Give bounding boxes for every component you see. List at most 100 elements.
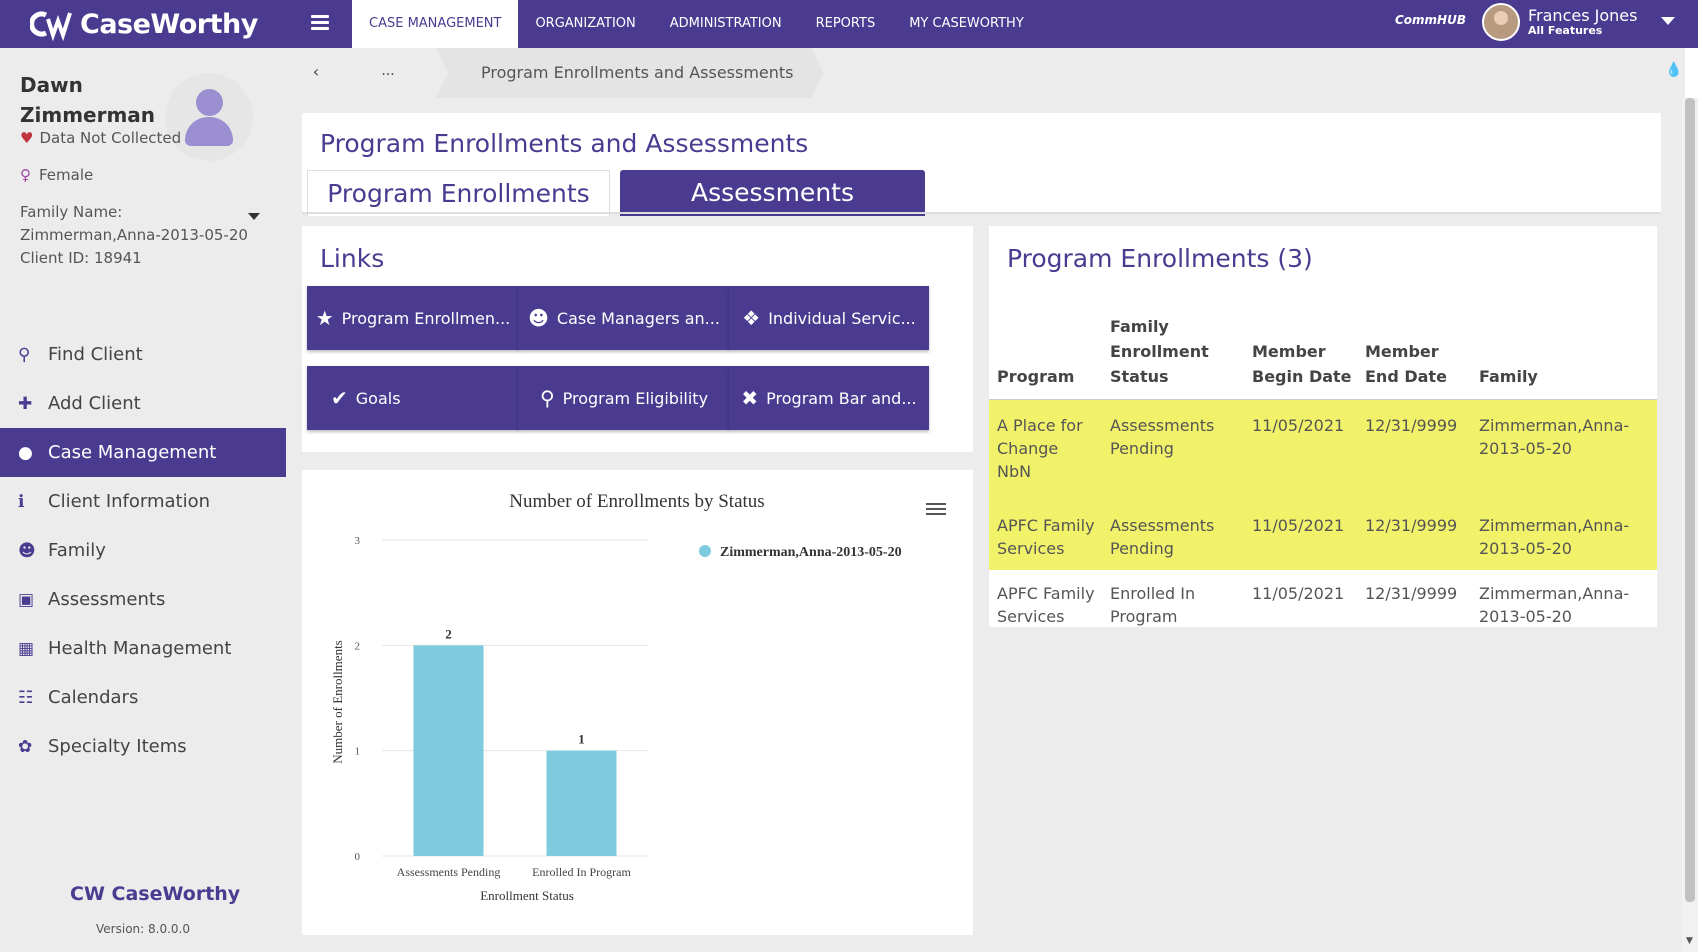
client-name: Dawn Zimmerman: [20, 70, 155, 130]
bar[interactable]: [546, 750, 617, 856]
bar[interactable]: [413, 645, 484, 856]
chevron-down-icon[interactable]: [1661, 17, 1675, 25]
enrollments-chart-panel: Number of Enrollments by Status 0 1 2 3 2 As…: [302, 470, 973, 935]
cell-family: Zimmerman,Anna-2013-05-20: [1479, 516, 1630, 558]
footer-logo: CW CaseWorthy: [70, 883, 241, 905]
client-family-info: Family Name: Zimmerman,Anna-2013-05-20 C…: [20, 201, 250, 270]
tab-divider: [302, 212, 1661, 214]
header-status[interactable]: Family Enrollment Status: [1110, 317, 1209, 386]
cell-begin-date: 11/05/2021: [1252, 416, 1345, 435]
enrollments-table: Program Family Enrollment Status Member …: [989, 286, 1657, 646]
sidebar-item-specialty-items[interactable]: ✿ Specialty Items: [18, 736, 187, 757]
nav-my-caseworthy[interactable]: MY CASEWORTHY: [909, 16, 1024, 31]
x-tick-label: Enrolled In Program: [532, 865, 631, 879]
group-icon: ☻: [528, 306, 549, 330]
case-managers-link-button[interactable]: ☻ Case Managers an...: [518, 286, 730, 350]
program-enrollments-link-button[interactable]: ★ Program Enrollmen...: [307, 286, 519, 350]
program-eligibility-link-button[interactable]: ⚲ Program Eligibility: [518, 366, 730, 430]
sidebar-item-assessments[interactable]: ▣ Assessments: [18, 589, 166, 610]
cell-family: Zimmerman,Anna-2013-05-20: [1479, 416, 1630, 458]
cell-end-date: 12/31/9999: [1365, 516, 1458, 535]
cell-begin-date: 11/05/2021: [1252, 516, 1345, 535]
tab-assessments[interactable]: Assessments: [620, 170, 925, 216]
cell-status: Enrolled In Program: [1110, 584, 1196, 626]
table-row[interactable]: APFC Family Services Enrolled In Program…: [989, 570, 1657, 646]
caseworthy-logo[interactable]: CaseWorthy: [30, 0, 258, 48]
y-tick-label: 3: [355, 535, 361, 547]
medical-kit-icon: ▦: [18, 638, 35, 659]
chart-menu-icon[interactable]: [926, 500, 946, 518]
goals-link-button[interactable]: ✔ Goals: [307, 366, 519, 430]
top-bar: CaseWorthy CASE MANAGEMENT ORGANIZATION …: [0, 0, 1698, 48]
star-icon: ★: [315, 306, 334, 330]
search-icon: ⚲: [18, 344, 31, 365]
nav-organization[interactable]: ORGANIZATION: [535, 16, 636, 31]
program-bar-link-button[interactable]: ✖ Program Bar and...: [729, 366, 929, 430]
y-tick-label: 1: [355, 746, 361, 758]
cell-program: A Place for Change NbN: [997, 416, 1083, 481]
sidebar-item-client-information[interactable]: ℹ Client Information: [18, 491, 211, 512]
table-header: Program Family Enrollment Status Member …: [989, 286, 1657, 400]
header-program[interactable]: Program: [997, 367, 1075, 386]
cell-status: Assessments Pending: [1110, 516, 1215, 558]
user-menu[interactable]: Frances Jones All Features: [1482, 3, 1637, 41]
client-gender: ♀ Female: [20, 166, 94, 184]
user-role: All Features: [1528, 23, 1603, 37]
clipboard-icon: ▣: [18, 589, 35, 610]
sidebar-item-calendars[interactable]: ☷ Calendars: [18, 687, 139, 708]
x-tick-label: Assessments Pending: [397, 865, 501, 879]
heart-icon: ♥: [20, 129, 34, 147]
client-first-name: Dawn: [20, 73, 83, 97]
header-family[interactable]: Family: [1479, 367, 1538, 386]
enrollments-by-status-chart: Number of Enrollments by Status 0 1 2 3 2 As…: [330, 491, 902, 903]
scroll-down-icon[interactable]: ▼: [1686, 936, 1693, 946]
cell-end-date: 12/31/9999: [1365, 584, 1458, 603]
female-icon: ♀: [20, 166, 31, 184]
breadcrumb-current: Program Enrollments and Assessments: [436, 48, 824, 98]
x-axis-label: Enrollment Status: [480, 888, 574, 903]
program-enrollments-panel: Program Enrollments (3) Program Family E…: [989, 226, 1657, 627]
nav-administration[interactable]: ADMINISTRATION: [669, 16, 782, 31]
cell-program: APFC Family Services: [997, 584, 1095, 626]
client-id: Client ID: 18941: [20, 249, 142, 267]
header-begin-date[interactable]: Member Begin Date: [1252, 342, 1352, 386]
person-icon: ●: [18, 442, 33, 463]
y-axis-label: Number of Enrollments: [330, 640, 345, 763]
version-text: Version: 8.0.0.0: [96, 922, 190, 936]
cell-family: Zimmerman,Anna-2013-05-20: [1479, 584, 1630, 626]
sidebar: Dawn Zimmerman ♥ Data Not Collected ♀ Fema…: [0, 48, 286, 952]
cell-program: APFC Family Services: [997, 516, 1095, 558]
breadcrumb-back-icon[interactable]: ‹: [312, 62, 320, 81]
data-label: 2: [445, 626, 452, 641]
breadcrumb-more[interactable]: ...: [381, 63, 395, 79]
user-name: Frances Jones: [1528, 6, 1638, 26]
family-icon: ☻: [18, 540, 36, 561]
header-end-date[interactable]: Member End Date: [1365, 342, 1447, 386]
links-panel: Links ★ Program Enrollmen... ☻ Case Manage…: [302, 226, 973, 452]
client-data-status: ♥ Data Not Collected: [20, 129, 182, 147]
table-row[interactable]: A Place for Change NbN Assessments Pendi…: [989, 400, 1657, 500]
sidebar-menu: ⚲ Find Client ✚ Add Client ● Case Managemen…: [0, 330, 286, 771]
family-dropdown-chevron-icon[interactable]: [248, 213, 260, 220]
sidebar-item-find-client[interactable]: ⚲ Find Client: [18, 344, 143, 365]
individual-services-link-button[interactable]: ❖ Individual Servic...: [729, 286, 929, 350]
links-title: Links: [320, 244, 385, 273]
sidebar-item-case-management[interactable]: ● Case Management: [0, 428, 286, 477]
commhub-link[interactable]: CommHUB: [1395, 13, 1466, 27]
page-header-panel: Program Enrollments and Assessments Prog…: [302, 113, 1661, 216]
sidebar-item-family[interactable]: ☻ Family: [18, 540, 106, 561]
plus-icon: ✚: [18, 393, 33, 414]
nav-case-management[interactable]: CASE MANAGEMENT: [352, 0, 519, 48]
search-person-icon: ⚲: [539, 386, 555, 410]
specialty-icon: ✿: [18, 736, 33, 757]
person-remove-icon: ✖: [741, 386, 759, 410]
tab-program-enrollments[interactable]: Program Enrollments: [307, 170, 610, 216]
scrollbar[interactable]: ▼: [1682, 98, 1698, 952]
scrollbar-thumb[interactable]: [1685, 98, 1695, 902]
sidebar-item-add-client[interactable]: ✚ Add Client: [18, 393, 141, 414]
table-row[interactable]: APFC Family Services Assessments Pending…: [989, 500, 1657, 570]
sidebar-item-health-management[interactable]: ▦ Health Management: [18, 638, 232, 659]
hamburger-menu-icon[interactable]: [305, 12, 335, 36]
nav-reports[interactable]: REPORTS: [815, 16, 876, 31]
water-drop-icon[interactable]: 💧: [1665, 62, 1683, 78]
